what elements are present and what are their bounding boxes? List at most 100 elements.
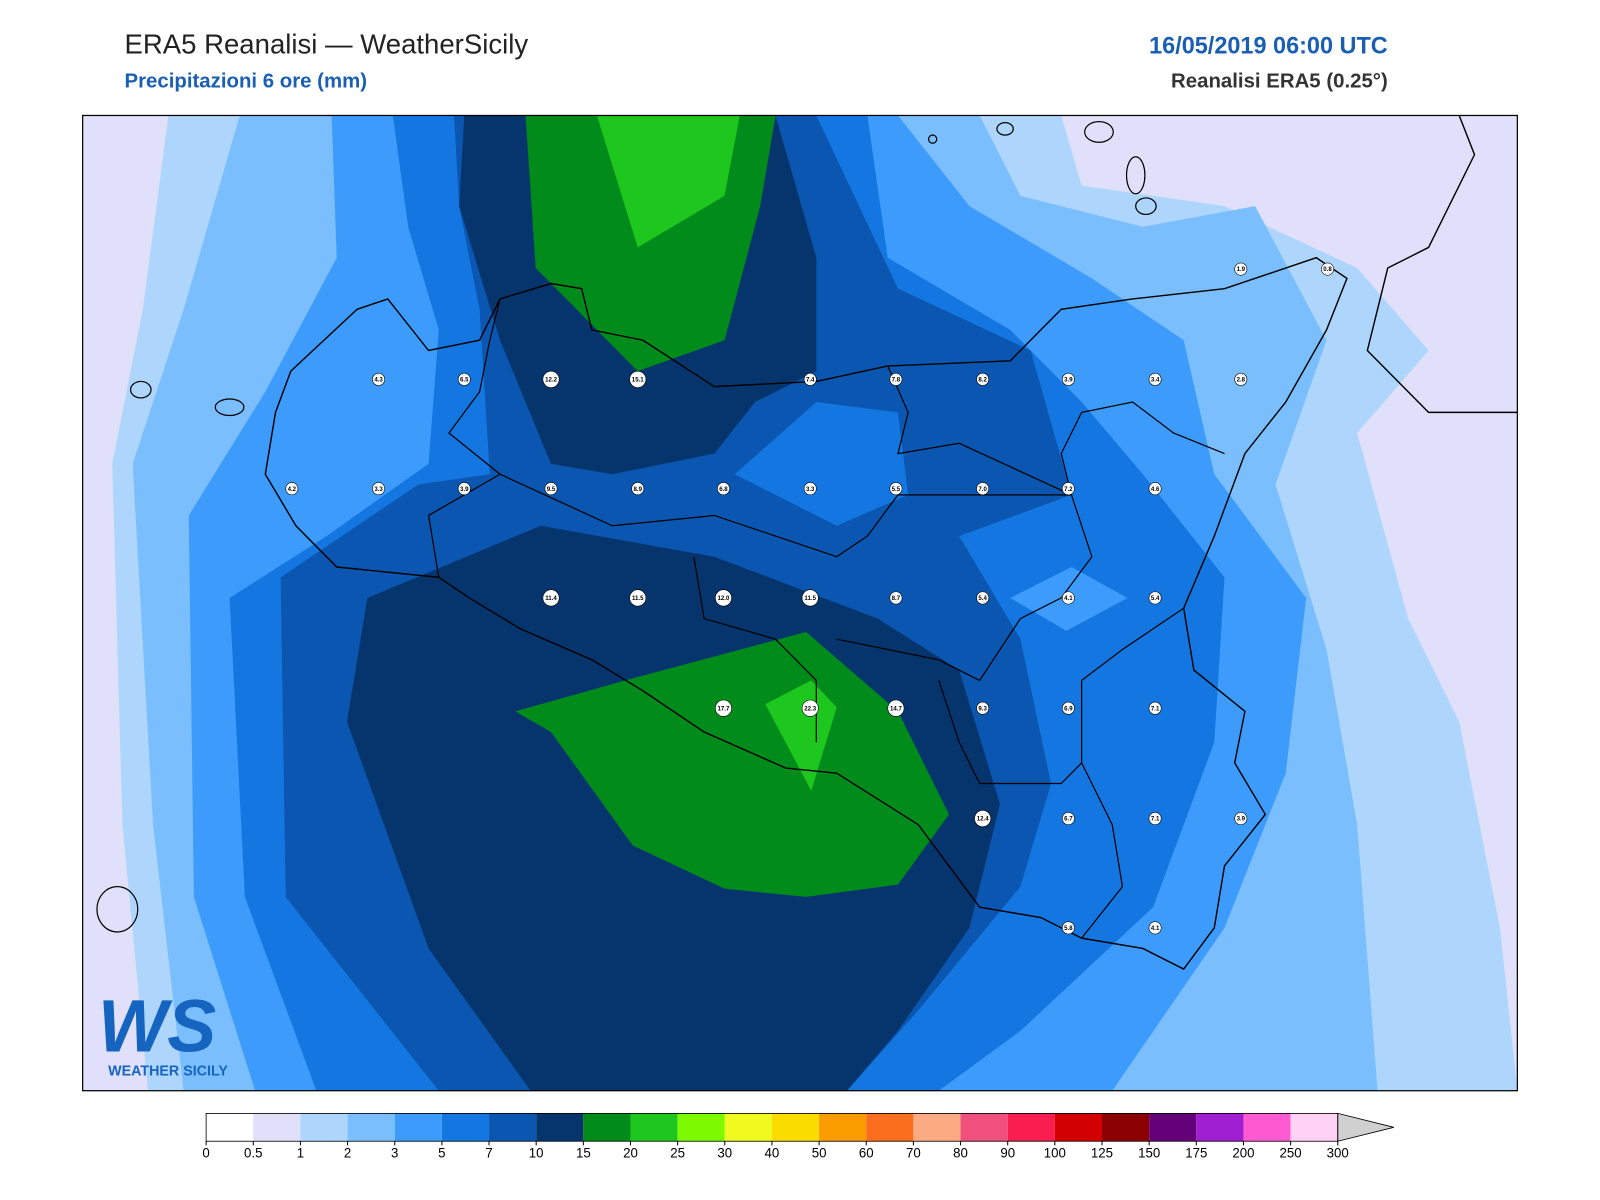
station-marker (1061, 701, 1075, 715)
colorbar-tick-label: 7 (485, 1146, 492, 1161)
station-value: 6.9 (1064, 705, 1073, 712)
colorbar-bin (347, 1113, 395, 1142)
colorbar-tick-label: 50 (812, 1146, 827, 1161)
station-value: 12.0 (718, 595, 730, 602)
station-marker (544, 482, 558, 496)
station-marker (1234, 812, 1248, 826)
station-marker (629, 589, 647, 607)
station-marker (631, 482, 645, 496)
colorbar-bin (583, 1113, 631, 1142)
date: 16/05/2019 06:00 UTC (1149, 33, 1388, 59)
station-value: 17.7 (718, 705, 730, 712)
station-value: 7.2 (1064, 486, 1073, 493)
colorbar-tick-label: 125 (1091, 1146, 1113, 1161)
colorbar-bin (630, 1113, 678, 1142)
colorbar-tick-label: 30 (717, 1146, 732, 1161)
station-marker (803, 372, 817, 386)
station-value: 7.8 (892, 377, 901, 384)
contour (734, 402, 909, 526)
colorbar-tick-label: 5 (438, 1146, 445, 1161)
colorbar-tick-label: 175 (1185, 1146, 1207, 1161)
station-marker (542, 589, 560, 607)
station-value: 4.2 (288, 486, 297, 493)
colorbar-tick-label: 60 (859, 1146, 874, 1161)
station-value: 3.3 (806, 486, 815, 493)
station-marker (715, 589, 732, 607)
station-value: 9.3 (978, 705, 987, 712)
station-marker (803, 482, 817, 496)
coastline (1366, 115, 1518, 414)
colorbar-bin (771, 1113, 820, 1142)
station-marker (1148, 812, 1162, 826)
station-marker (976, 372, 990, 386)
colorbar-bin (206, 1113, 254, 1142)
colorbar-tick-label: 70 (906, 1146, 921, 1161)
colorbar-bin (819, 1113, 867, 1142)
station-marker (542, 370, 560, 388)
station-value: 3.9 (1237, 816, 1246, 823)
colorbar-bin (253, 1113, 301, 1142)
island (96, 885, 139, 933)
station-value: 7.4 (806, 377, 815, 384)
colorbar-extend (1337, 1112, 1394, 1142)
island (1135, 197, 1157, 216)
station-value: 4.6 (1151, 486, 1160, 493)
station-marker (887, 699, 905, 717)
colorbar-tick-label: 80 (953, 1146, 968, 1161)
province-border (887, 365, 1225, 496)
station-value: 12.2 (545, 377, 557, 384)
station-marker (457, 372, 471, 386)
station-marker (372, 372, 385, 386)
source: Reanalisi ERA5 (0.25°) (1171, 70, 1388, 93)
colorbar-bin (300, 1113, 348, 1142)
station-marker (801, 699, 819, 717)
colorbar-tick-label: 40 (765, 1146, 780, 1161)
province-border (938, 680, 1083, 785)
contour (765, 680, 837, 791)
station-value: 5.4 (1151, 595, 1160, 602)
station-value: 3.3 (374, 486, 383, 493)
colorbar-tick-label: 0 (202, 1146, 209, 1161)
map-frame (82, 114, 1518, 1092)
station-value: 6.5 (460, 377, 469, 384)
colorbar-tick-label: 0.5 (244, 1146, 262, 1161)
subtitle: Precipitazioni 6 ore (mm) (124, 70, 367, 93)
station-value: 11.5 (632, 595, 644, 602)
station-marker (1148, 591, 1162, 605)
station-value: 1.9 (1237, 266, 1246, 273)
province-border (499, 473, 1093, 682)
station-marker (976, 482, 990, 496)
colorbar-bin (536, 1113, 584, 1142)
station-marker (372, 482, 385, 496)
colorbar-bin (913, 1113, 961, 1142)
title: ERA5 Reanalisi — WeatherSicily (124, 28, 528, 59)
colorbar-bin (1149, 1113, 1197, 1142)
station-value: 6.7 (1064, 816, 1073, 823)
station-marker (717, 482, 730, 496)
station-value: 5.8 (1064, 925, 1073, 932)
contour (515, 631, 949, 897)
station-value: 4.1 (1064, 595, 1073, 602)
station-marker (974, 810, 992, 828)
station-value: 8.7 (892, 595, 901, 602)
station-value: 11.5 (804, 595, 816, 602)
station-labels: 1.9 0.8 4.3 6.5 12.2 15.1 7.4 7.8 8.2 3.9 3.4 2.8 4.… (285, 262, 1334, 935)
station-value: 2.8 (1237, 377, 1246, 384)
colorbar-tick-label: 1 (297, 1146, 304, 1161)
station-marker (1061, 372, 1075, 386)
station-value: 22.3 (804, 705, 816, 712)
colorbar: 0 0.5 1 2 3 5 7 10 15 20 25 30 40 50 60 70 80 90 100 125 150… (202, 1112, 1394, 1161)
colorbar-bin (441, 1113, 490, 1142)
station-value: 5.5 (892, 486, 901, 493)
colorbar-bin (1054, 1113, 1102, 1142)
station-marker (889, 482, 903, 496)
station-marker (976, 701, 990, 715)
colorbar-tick-label: 25 (670, 1146, 685, 1161)
island (996, 122, 1014, 136)
coastline (264, 256, 1348, 970)
station-marker (1234, 262, 1248, 276)
colorbar-bin (1101, 1113, 1150, 1142)
station-value: 6.8 (719, 486, 728, 493)
